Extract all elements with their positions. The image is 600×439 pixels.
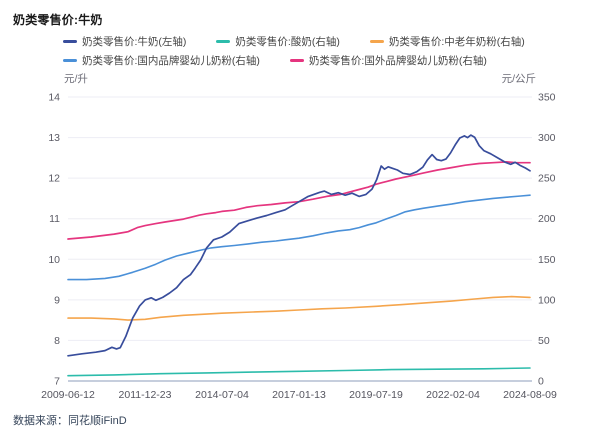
x-axis-tick: 2024-08-09	[503, 389, 557, 401]
y-axis-tick-right: 350	[538, 92, 556, 104]
legend-item-milk[interactable]: 奶类零售价:牛奶(左轴)	[63, 34, 186, 49]
y-axis-tick-left: 14	[48, 92, 60, 104]
legend-row-1: 奶类零售价:牛奶(左轴) 奶类零售价:酸奶(右轴) 奶类零售价:中老年奶粉(右轴)	[63, 34, 573, 49]
y-axis-tick-right: 100	[538, 294, 556, 306]
legend-swatch-foreign-infant-formula	[289, 59, 304, 62]
legend-swatch-yogurt	[216, 40, 231, 43]
y-axis-tick-right: 0	[538, 376, 544, 388]
x-axis-tick: 2014-07-04	[195, 389, 249, 401]
y-axis-tick-left: 13	[48, 132, 60, 144]
y-axis-tick-right: 200	[538, 213, 556, 225]
chart-line-domestic-infant-formula[interactable]	[67, 194, 531, 281]
legend-item-yogurt[interactable]: 奶类零售价:酸奶(右轴)	[216, 34, 340, 49]
y-axis-tick-left: 12	[48, 173, 60, 185]
legend-label: 奶类零售价:中老年奶粉(右轴)	[388, 36, 525, 48]
y-axis-tick-left: 8	[54, 335, 60, 347]
right-axis-unit-label: 元/公斤	[501, 73, 536, 85]
y-axis-tick-right: 250	[538, 173, 556, 185]
x-axis-tick: 2022-02-04	[426, 389, 480, 401]
legend-swatch-milk	[63, 40, 77, 43]
legend-item-foreign-infant-formula[interactable]: 奶类零售价:国外品牌婴幼儿奶粉(右轴)	[289, 53, 487, 68]
y-axis-tick-right: 300	[538, 132, 556, 144]
legend: 奶类零售价:牛奶(左轴) 奶类零售价:酸奶(右轴) 奶类零售价:中老年奶粉(右轴) …	[63, 34, 573, 68]
legend-label: 奶类零售价:国外品牌婴幼儿奶粉(右轴)	[308, 55, 487, 67]
legend-swatch-domestic-infant-formula	[63, 59, 77, 62]
chart-line-yogurt[interactable]	[67, 367, 531, 377]
legend-item-domestic-infant-formula[interactable]: 奶类零售价:国内品牌婴幼儿奶粉(右轴)	[63, 53, 260, 68]
x-axis-tick: 2017-01-13	[272, 389, 326, 401]
legend-item-senior-milk-powder[interactable]: 奶类零售价:中老年奶粉(右轴)	[369, 34, 525, 49]
y-axis-tick-left: 11	[49, 213, 60, 225]
legend-label: 奶类零售价:酸奶(右轴)	[235, 36, 340, 48]
x-axis-tick: 2011-12-23	[119, 389, 172, 401]
x-axis-tick: 2019-07-19	[349, 389, 403, 401]
chart-line-senior-milk-powder[interactable]	[67, 295, 531, 321]
y-axis-tick-right: 150	[538, 254, 556, 266]
legend-swatch-senior-milk-powder	[369, 40, 384, 43]
legend-label: 奶类零售价:牛奶(左轴)	[82, 36, 187, 48]
y-axis-tick-left: 7	[54, 376, 60, 388]
legend-label: 奶类零售价:国内品牌婴幼儿奶粉(右轴)	[82, 55, 260, 67]
legend-row-2: 奶类零售价:国内品牌婴幼儿奶粉(右轴) 奶类零售价:国外品牌婴幼儿奶粉(右轴)	[63, 53, 573, 68]
x-axis-tick: 2009-06-12	[41, 389, 95, 401]
left-axis-unit-label: 元/升	[64, 73, 88, 85]
y-axis-tick-left: 10	[48, 254, 60, 266]
data-source-note: 数据来源：同花顺iFinD	[13, 415, 127, 427]
chart-title: 奶类零售价:牛奶	[13, 13, 103, 27]
chart-line-foreign-infant-formula[interactable]	[67, 161, 531, 240]
chart-line-milk[interactable]	[67, 134, 531, 357]
y-axis-tick-left: 9	[54, 294, 60, 306]
y-axis-tick-right: 50	[538, 335, 550, 347]
